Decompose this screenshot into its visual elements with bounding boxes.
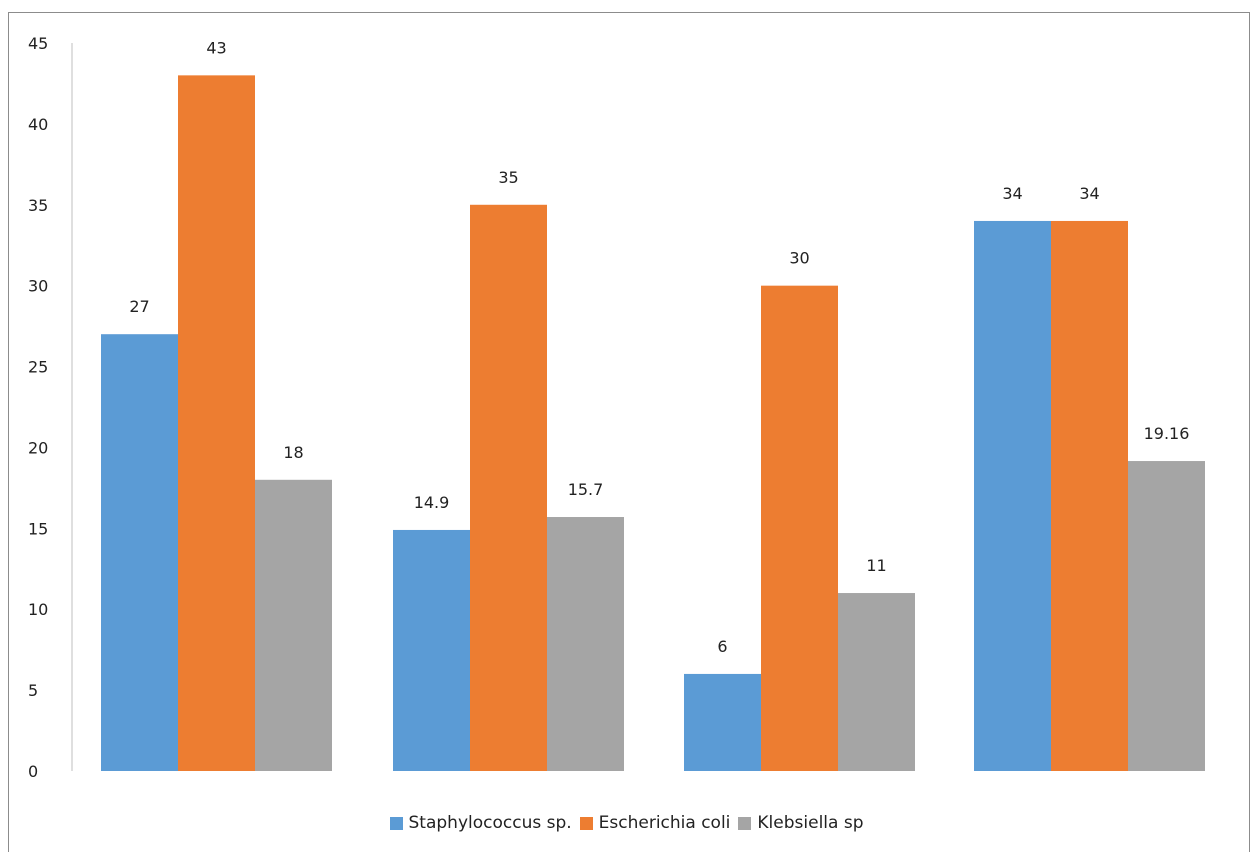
data-label: 15.7 <box>568 480 604 499</box>
legend-label-escherichia: Escherichia coli <box>598 813 731 833</box>
legend-swatch-klebsiella <box>738 816 752 830</box>
y-tick-label: 35 <box>28 196 48 215</box>
bar <box>684 673 761 771</box>
bar <box>761 285 838 771</box>
data-label: 34 <box>1079 184 1099 203</box>
legend-item-escherichia: Escherichia coli <box>579 813 731 833</box>
data-label: 27 <box>129 297 149 316</box>
data-label: 19.16 <box>1144 424 1190 443</box>
data-label: 30 <box>789 249 809 268</box>
bar <box>547 517 624 771</box>
bar <box>1051 220 1128 771</box>
data-label: 6 <box>717 637 727 656</box>
legend-swatch-staphylococcus <box>389 816 403 830</box>
y-tick-label: 5 <box>28 681 38 700</box>
y-tick-label: 30 <box>28 277 48 296</box>
legend-label-staphylococcus: Staphylococcus sp. <box>408 813 572 833</box>
legend-swatch-escherichia <box>579 816 593 830</box>
y-tick-label: 40 <box>28 115 48 134</box>
legend-item-staphylococcus: Staphylococcus sp. <box>389 813 572 833</box>
legend: Staphylococcus sp. Escherichia coli Kleb… <box>0 813 1253 833</box>
bar <box>255 479 332 771</box>
data-label: 34 <box>1002 184 1022 203</box>
y-tick-label: 20 <box>28 438 48 457</box>
data-label: 11 <box>866 556 886 575</box>
chart-frame <box>8 12 1250 852</box>
legend-label-klebsiella: Klebsiella sp <box>757 813 864 833</box>
y-tick-label: 15 <box>28 519 48 538</box>
bar <box>838 593 915 771</box>
data-label: 43 <box>206 38 226 57</box>
legend-item-klebsiella: Klebsiella sp <box>738 813 863 833</box>
bar <box>178 75 255 772</box>
data-label: 35 <box>498 168 518 187</box>
data-label: 14.9 <box>414 493 450 512</box>
bar <box>393 529 470 771</box>
data-label: 18 <box>283 443 303 462</box>
y-tick-label: 25 <box>28 358 48 377</box>
y-tick-label: 0 <box>28 762 38 781</box>
y-tick-label: 10 <box>28 600 48 619</box>
bar <box>974 220 1051 771</box>
bar <box>1128 461 1205 771</box>
bar <box>101 334 178 771</box>
y-tick-label: 45 <box>28 34 48 53</box>
bar <box>470 204 547 771</box>
